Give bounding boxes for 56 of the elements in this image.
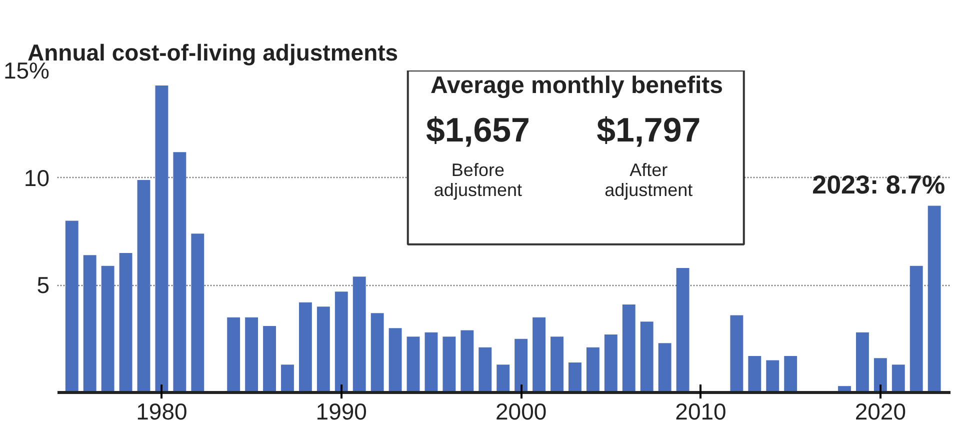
bar (478, 347, 492, 392)
bar (640, 322, 654, 392)
bar (910, 266, 923, 392)
bar (658, 343, 672, 392)
bar (568, 362, 582, 392)
bar (604, 334, 618, 392)
bar (892, 364, 905, 392)
bar (227, 317, 240, 392)
annotation: $1,657 (426, 112, 530, 150)
x-tick-label: 2000 (495, 398, 547, 424)
annotation: Before adjustment (434, 160, 522, 200)
bar (352, 276, 366, 392)
bar (370, 313, 384, 392)
bar (281, 364, 294, 392)
bar (334, 292, 348, 392)
bar (155, 86, 168, 392)
bar (173, 152, 186, 392)
bar (263, 326, 276, 392)
bar (748, 356, 762, 392)
annotation: 2023: 8.7% (812, 169, 946, 200)
bar (137, 180, 150, 392)
bar (101, 266, 114, 392)
y-tick-label: 10 (24, 164, 50, 191)
bar (874, 358, 887, 392)
bar (298, 302, 312, 392)
x-tick-label: 2010 (675, 398, 726, 424)
bar (766, 360, 780, 392)
annotation: After adjustment (604, 160, 693, 200)
bar (928, 206, 941, 392)
bar (460, 330, 474, 392)
bar (406, 336, 420, 392)
bar (784, 356, 798, 392)
bar (191, 234, 204, 392)
bar (316, 306, 330, 392)
bar (442, 336, 456, 392)
bar (622, 304, 636, 392)
bar (514, 338, 528, 392)
bar (388, 328, 402, 392)
x-tick-label: 1980 (136, 398, 188, 424)
bar (496, 364, 510, 392)
bar (676, 268, 690, 392)
bar (856, 332, 869, 392)
bar (424, 332, 438, 392)
annotation: $1,797 (596, 112, 701, 150)
bar (245, 317, 258, 392)
bar (586, 347, 600, 392)
bar (65, 220, 78, 392)
x-tick-label: 2020 (854, 398, 906, 424)
bar (119, 252, 132, 392)
x-tick-label: 1990 (316, 398, 367, 424)
annotation: Average monthly benefits (430, 72, 724, 100)
bar (83, 255, 96, 392)
y-tick-label: 5 (36, 272, 50, 298)
bar (550, 336, 564, 392)
bar (730, 315, 744, 392)
bar (532, 317, 546, 392)
